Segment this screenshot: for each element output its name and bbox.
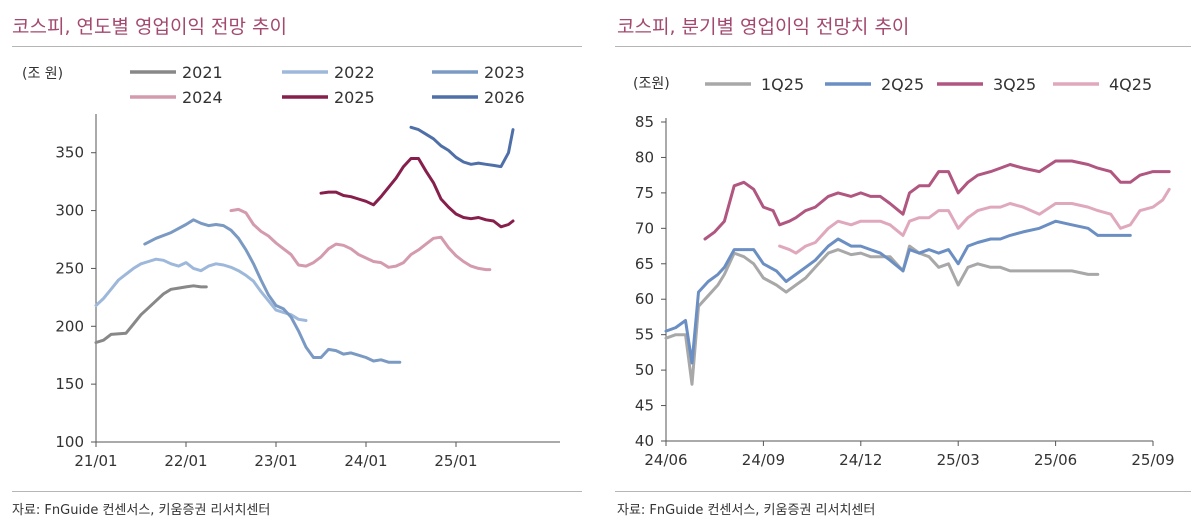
series-line-2022 <box>94 257 308 322</box>
left-line-chart: (조 원) 100 150 200 250 300 350 21/01 22/01 23/01 24… <box>22 63 560 470</box>
y-tick-label: 80 <box>635 148 654 166</box>
y-tick-label: 50 <box>635 361 654 379</box>
series-line-2Q25 <box>664 219 1132 365</box>
right-title-rule <box>615 46 1191 47</box>
legend-label-2026: 2026 <box>484 88 525 107</box>
x-tick-label: 25/01 <box>434 452 477 470</box>
legend-label-2022: 2022 <box>334 63 375 82</box>
y-tick-label: 65 <box>635 255 654 273</box>
legend-label-3Q25: 3Q25 <box>993 75 1036 94</box>
series-line-2025 <box>319 157 515 229</box>
y-unit-label: (조원) <box>633 76 670 92</box>
y-tick-label: 55 <box>635 326 654 344</box>
y-tick-label: 150 <box>55 375 84 393</box>
y-tick-label: 60 <box>635 290 654 308</box>
x-tick-label: 25/09 <box>1131 451 1174 469</box>
y-tick-label: 85 <box>635 113 654 131</box>
series-line-2024 <box>229 207 492 272</box>
x-tick-label: 21/01 <box>74 452 117 470</box>
legend-label-1Q25: 1Q25 <box>761 75 804 94</box>
left-chart-title: 코스피, 연도별 영업이익 전망 추이 <box>12 16 287 38</box>
y-tick-label: 45 <box>635 397 654 415</box>
left-title-rule <box>12 46 582 47</box>
right-chart-panel: 코스피, 분기별 영업이익 전망치 추이 (조원) 40 45 50 55 60 65 70 7… <box>603 0 1199 529</box>
legend-label-4Q25: 4Q25 <box>1109 75 1152 94</box>
series-line-1Q25 <box>664 244 1100 386</box>
y-tick-label: 250 <box>55 259 84 277</box>
x-tick-label: 24/01 <box>344 452 387 470</box>
series-line-3Q25 <box>703 159 1171 241</box>
x-tick-label: 24/12 <box>839 451 882 469</box>
left-source-rule <box>12 491 582 492</box>
legend-label-2021: 2021 <box>182 63 223 82</box>
x-tick-label: 23/01 <box>254 452 297 470</box>
left-chart-panel: 코스피, 연도별 영업이익 전망 추이 (조 원) 100 150 200 250 300… <box>0 0 590 529</box>
series-line-2021 <box>94 284 208 344</box>
series-line-2023 <box>143 218 402 364</box>
right-line-chart: (조원) 40 45 50 55 60 65 70 75 80 85 24/06 24/09 24/12 2… <box>633 75 1175 469</box>
left-source-note: 자료: FnGuide 컨센서스, 키움증권 리서치센터 <box>12 503 271 518</box>
y-tick-label: 300 <box>55 202 84 220</box>
y-tick-label: 75 <box>635 184 654 202</box>
series-line-4Q25 <box>778 187 1171 255</box>
y-tick-label: 40 <box>635 432 654 450</box>
x-tick-label: 22/01 <box>164 452 207 470</box>
y-tick-label: 100 <box>55 433 84 451</box>
y-tick-label: 200 <box>55 317 84 335</box>
right-source-rule <box>615 491 1191 492</box>
y-tick-label: 70 <box>635 219 654 237</box>
y-unit-label: (조 원) <box>22 66 63 82</box>
right-chart-title: 코스피, 분기별 영업이익 전망치 추이 <box>617 16 910 38</box>
x-tick-label: 24/06 <box>644 451 687 469</box>
series-line-2026 <box>409 125 515 169</box>
x-tick-label: 25/06 <box>1034 451 1077 469</box>
x-tick-label: 24/09 <box>742 451 785 469</box>
legend-label-2024: 2024 <box>182 88 223 107</box>
y-tick-label: 350 <box>55 144 84 162</box>
legend-label-2023: 2023 <box>484 63 525 82</box>
right-source-note: 자료: FnGuide 컨센서스, 키움증권 리서치센터 <box>617 503 876 518</box>
legend-label-2025: 2025 <box>334 88 375 107</box>
x-tick-label: 25/03 <box>937 451 980 469</box>
legend-label-2Q25: 2Q25 <box>881 75 924 94</box>
